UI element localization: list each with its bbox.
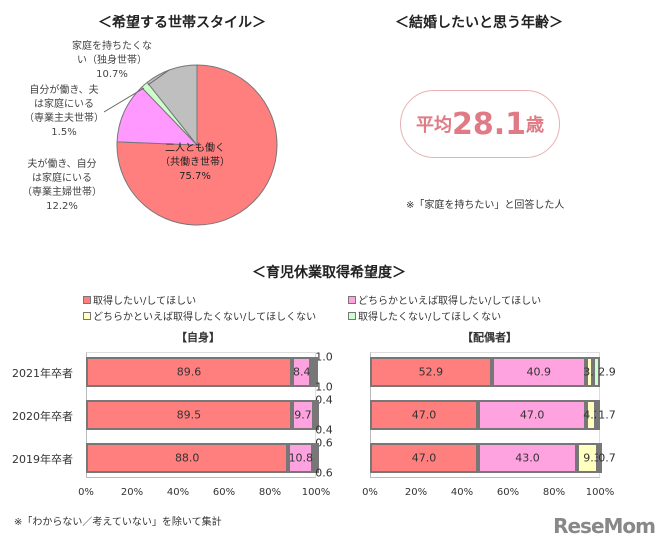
x-tick-label: 60%	[212, 487, 236, 498]
pie-label-househusband: 自分が働き、夫 は家庭にいる （専業主夫世帯） 1.5%	[24, 85, 104, 138]
bars-footnote: ※「わからない／考えていない」を除いて集計	[14, 517, 222, 528]
bar-segment	[86, 443, 289, 473]
x-tick-label: 40%	[450, 487, 474, 498]
bar-value-label: 47.0	[411, 451, 437, 465]
x-tick-label: 60%	[496, 487, 520, 498]
self-chart-title: 【自身】	[176, 331, 220, 344]
bar-value-label: 0.4	[315, 393, 333, 407]
category-label: 2020年卒者	[12, 410, 73, 423]
leader-line	[103, 87, 145, 113]
age-note: ※「家庭を持ちたい」と回答した人	[406, 200, 565, 211]
bar-value-label: 47.0	[411, 408, 437, 422]
pie-label-single: 家庭を持ちたくな い（独身世帯） 10.7%	[72, 41, 152, 80]
pie-slice	[146, 64, 198, 147]
bar-value-label: 10.8	[288, 451, 314, 465]
legend-item: どちらかといえば取得したい/してほしい	[348, 292, 541, 307]
bar-segment	[292, 357, 312, 387]
bar-segment	[478, 400, 587, 430]
age-suffix: 歳	[526, 115, 545, 136]
x-tick-label: 80%	[258, 487, 282, 498]
category-label: 2019年卒者	[12, 453, 73, 466]
legend-swatch	[348, 295, 356, 304]
bar-segment	[313, 357, 318, 387]
bar-segment	[478, 443, 577, 473]
x-tick-label: 20%	[404, 487, 428, 498]
bar-value-label: 47.0	[519, 408, 545, 422]
age-prefix: 平均	[415, 115, 452, 136]
bar-value-label: 0.4	[315, 423, 333, 437]
bar-segment	[315, 400, 320, 430]
bar-segment	[577, 443, 599, 473]
bar-value-label: 1.7	[598, 408, 616, 422]
legend-item: 取得したくない/してほしくない	[348, 308, 501, 323]
bar-value-label: 8.4	[292, 365, 311, 379]
bar-segment	[586, 400, 596, 430]
spouse-chart-title: 【配偶者】	[462, 331, 517, 344]
age-title: ＜結婚したいと思う年齢＞	[395, 15, 563, 31]
bar-segment	[593, 357, 600, 387]
x-tick-label: 100%	[585, 487, 615, 498]
bar-segment	[291, 400, 315, 430]
legend-swatch	[348, 311, 356, 320]
legend-swatch	[83, 295, 91, 304]
bar-segment	[314, 443, 319, 473]
x-tick-label: 100%	[301, 487, 331, 498]
bar-value-label: 9.3	[583, 451, 601, 465]
bar-value-label: 0.7	[598, 451, 616, 465]
bar-value-label: 88.0	[174, 451, 200, 465]
age-value: 28.1	[451, 106, 527, 142]
bars-title: ＜育児休業取得希望度＞	[252, 265, 406, 281]
bar-value-label: 89.5	[176, 408, 202, 422]
bar-segment	[370, 443, 479, 473]
bar-value-label: 2.9	[598, 365, 616, 379]
resemom-logo: ReseMom	[553, 514, 656, 538]
x-tick-label: 0%	[362, 487, 378, 498]
legend-item: 取得したい/してほしい	[83, 292, 196, 307]
bar-value-label: 9.7	[294, 408, 312, 422]
pie-chart	[103, 64, 278, 226]
leader-line	[147, 69, 170, 86]
bar-value-label: 43.0	[515, 451, 540, 465]
bar-value-label: 52.9	[418, 365, 444, 379]
bar-segment	[585, 357, 594, 387]
bar-segment	[598, 443, 603, 473]
bar-segment	[370, 357, 492, 387]
bar-segment	[86, 357, 293, 387]
pie-title: ＜希望する世帯スタイル＞	[98, 15, 266, 31]
average-age-badge: 平均 28.1 歳	[400, 90, 560, 158]
bar-segment	[288, 443, 314, 473]
x-tick-label: 40%	[166, 487, 190, 498]
bar-segment	[86, 400, 292, 430]
bar-value-label: 40.9	[526, 365, 551, 379]
pie-label-dual-income: 二人とも働く （共働き世帯） 75.7%	[160, 143, 230, 182]
x-tick-label: 0%	[78, 487, 94, 498]
category-label: 2021年卒者	[12, 367, 73, 380]
bar-value-label: 0.6	[315, 466, 333, 480]
legend-item: どちらかといえば取得したくない/してほしくない	[83, 308, 316, 323]
bar-segment	[595, 400, 600, 430]
x-tick-label: 20%	[120, 487, 144, 498]
x-tick-label: 80%	[542, 487, 566, 498]
pie-slice	[116, 86, 199, 146]
bar-segment	[370, 400, 479, 430]
pie-label-housewife: 夫が働き、自分 は家庭にいる （専業主婦世帯） 12.2%	[22, 159, 102, 212]
bar-value-label: 1.0	[315, 350, 333, 364]
bar-value-label: 0.6	[315, 436, 333, 450]
bar-segment	[491, 357, 586, 387]
bar-value-label: 89.6	[176, 365, 202, 379]
bar-value-label: 1.0	[315, 380, 333, 394]
legend-swatch	[83, 311, 91, 320]
